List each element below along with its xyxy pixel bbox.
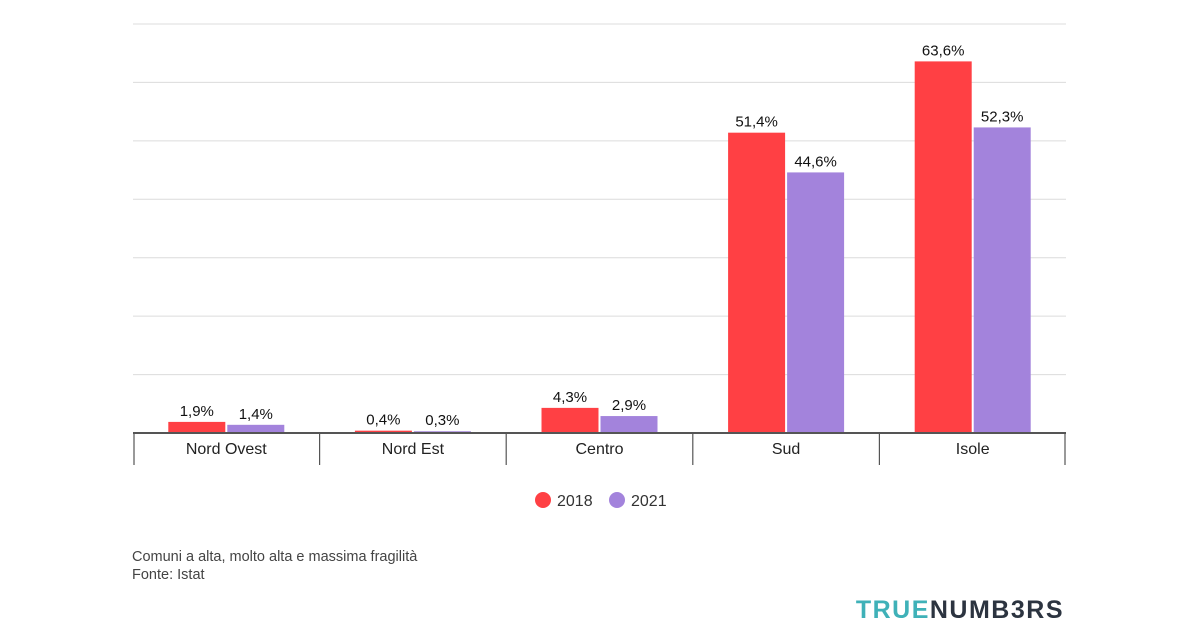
bar-2021-centro [600, 416, 658, 433]
bar-2018-nord-ovest [168, 421, 226, 433]
legend-label-2021: 2021 [631, 493, 667, 510]
bars [168, 61, 1031, 434]
brand-logo: TRUENUMB3RS [856, 596, 1064, 625]
category-label: Centro [575, 441, 623, 458]
data-label: 63,6% [922, 42, 965, 59]
bar-2021-nord-ovest [227, 424, 285, 433]
brand-logo-part2: NUMB3RS [929, 596, 1064, 624]
data-label: 1,4% [239, 406, 273, 423]
legend-swatch-2018 [535, 492, 551, 508]
gridlines [133, 23, 1066, 376]
data-label: 2,9% [612, 397, 646, 414]
category-label: Nord Est [382, 441, 445, 458]
bar-2018-sud [728, 132, 786, 434]
data-label: 44,6% [794, 153, 837, 170]
chart-footer: Comuni a alta, molto alta e massima frag… [132, 548, 417, 584]
data-label: 52,3% [981, 108, 1024, 125]
footer-source: Fonte: Istat [132, 567, 205, 583]
bar-2018-centro [541, 407, 599, 433]
data-label: 0,3% [425, 412, 459, 429]
category-label: Isole [956, 441, 990, 458]
bar-2018-isole [914, 61, 972, 433]
x-axis: Nord Ovest Nord Est Centro Sud Isole [133, 432, 1066, 465]
bar-2018-nord-est [354, 430, 412, 433]
category-label: Sud [772, 441, 800, 458]
category-label: Nord Ovest [186, 441, 267, 458]
data-label: 4,3% [553, 389, 587, 406]
data-labels: 1,9% 1,4% 0,4% 0,3% 4,3% 2,9% 51,4% 44,6% 63,6% 5… [180, 42, 1024, 429]
data-label: 1,9% [180, 403, 214, 420]
legend-swatch-2021 [609, 492, 625, 508]
footer-note: Comuni a alta, molto alta e massima frag… [132, 549, 418, 565]
data-label: 51,4% [735, 114, 778, 131]
brand-logo-part1: TRUE [855, 596, 930, 624]
legend-label-2018: 2018 [557, 493, 593, 510]
bar-2021-sud [787, 172, 845, 433]
data-label: 0,4% [366, 412, 400, 429]
bar-2021-isole [973, 127, 1031, 433]
legend: 2018 2021 [535, 492, 667, 510]
